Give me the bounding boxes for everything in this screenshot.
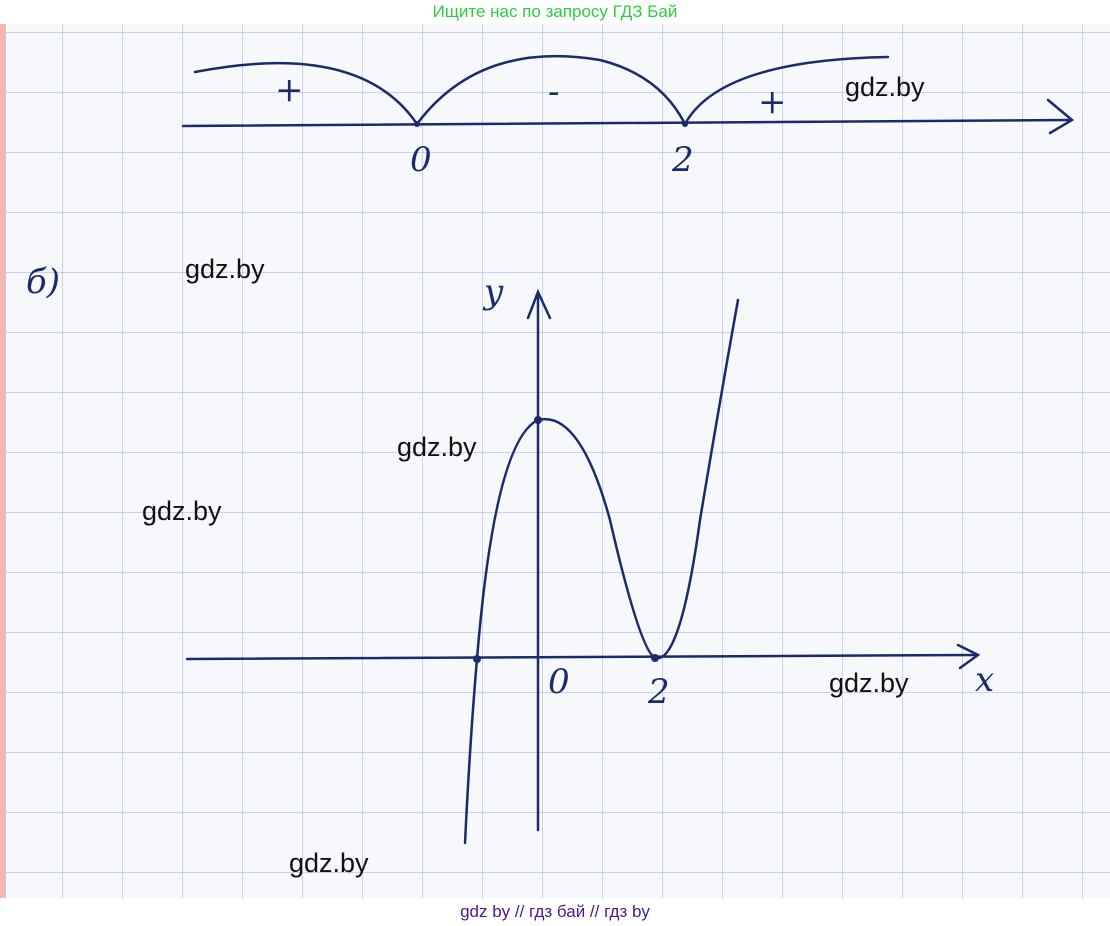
margin-line	[0, 24, 6, 898]
watermark: gdz.by	[397, 432, 477, 462]
watermark: gdz.by	[142, 496, 222, 526]
watermark: gdz.by	[289, 848, 369, 878]
sign-point-2: 2	[672, 140, 694, 180]
sign-minus: -	[548, 72, 560, 112]
x-axis-label: x	[975, 660, 995, 700]
part-label: б)	[26, 262, 61, 302]
point-root-2	[651, 654, 659, 662]
point-sign-2	[682, 121, 688, 127]
footer-banner: gdz by // гдз бай // гдз by	[460, 902, 650, 921]
origin-label: 0	[548, 662, 570, 702]
x-tick-2: 2	[648, 672, 670, 712]
sign-arrow	[1046, 98, 1075, 135]
x-axis	[185, 653, 977, 661]
y-axis-arrow	[526, 288, 552, 320]
sign-arc-3	[683, 55, 890, 126]
sign-arc-1	[193, 62, 419, 126]
sign-point-0: 0	[410, 140, 432, 180]
watermark: gdz.by	[845, 72, 925, 102]
sign-plus-1: +	[275, 70, 304, 110]
watermark: gdz.by	[829, 668, 909, 698]
sign-arc-2	[415, 54, 687, 126]
watermark: gdz.by	[185, 254, 265, 284]
function-curve	[463, 298, 740, 845]
point-max	[534, 416, 542, 424]
x-axis-arrow	[956, 643, 981, 670]
point-sign-0	[414, 121, 420, 127]
sign-plus-2: +	[758, 82, 787, 122]
graph-paper	[0, 24, 1110, 898]
point-root-neg	[473, 655, 481, 663]
sign-axis	[181, 118, 1072, 128]
y-axis-label: y	[484, 272, 504, 312]
header-banner: Ищите нас по запросу ГДЗ Бай	[432, 2, 678, 21]
